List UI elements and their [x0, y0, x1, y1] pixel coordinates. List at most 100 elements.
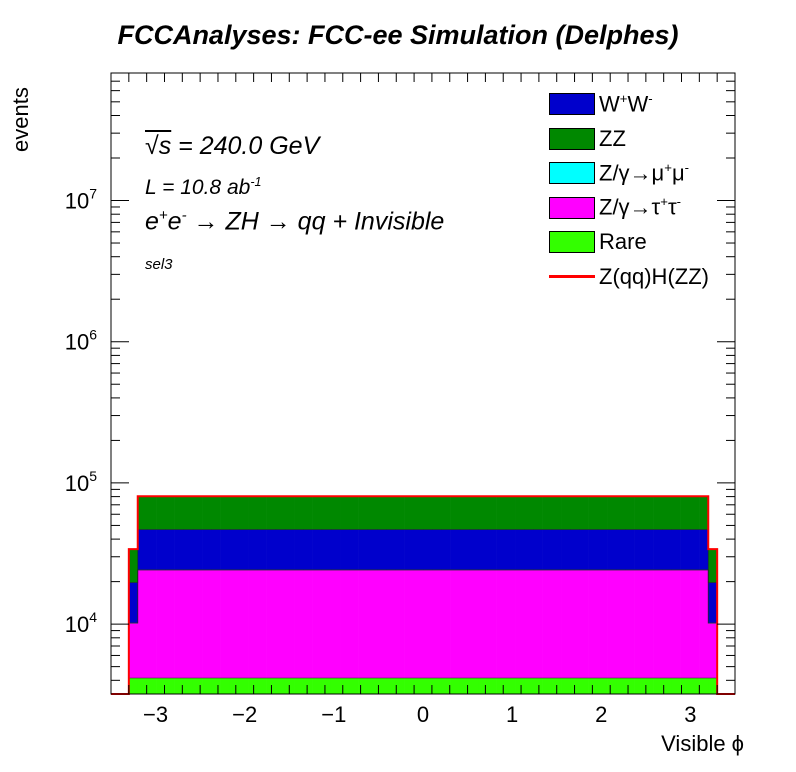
hist-bin-Z-49	[579, 570, 589, 679]
hist-bin-ZZ-33	[432, 496, 442, 530]
hist-bin-WW-63	[708, 582, 718, 623]
hist-bin-ZZ-10	[220, 496, 231, 530]
hist-bin-ZZ-16	[275, 496, 286, 530]
hist-bin-ZZ-40	[496, 496, 507, 530]
hist-bin-WW-28	[386, 529, 396, 570]
hist-bin-WW-49	[579, 529, 589, 570]
histogram-stack	[128, 496, 718, 694]
hist-bin-Rare-56	[643, 678, 654, 694]
legend-item: ZZ	[549, 124, 626, 154]
hist-bin-ZZ-52	[607, 496, 617, 530]
hist-bin-ZZ-45	[542, 496, 553, 530]
hist-bin-WW-23	[340, 529, 350, 570]
hist-bin-Rare-33	[432, 678, 442, 694]
signal-step-line	[111, 495, 735, 695]
hist-bin-ZZ-53	[616, 496, 626, 530]
hist-bin-Rare-39	[487, 678, 497, 694]
hist-bin-Z-21	[321, 570, 332, 679]
hist-bin-WW-54	[625, 529, 635, 570]
hist-bin-WW-55	[634, 529, 645, 570]
legend-item: Z/γ→μ+μ-	[549, 158, 689, 188]
hist-bin-WW-32	[423, 529, 433, 570]
hist-bin-ZZ-18	[294, 496, 304, 530]
hist-bin-ZZ-8	[202, 496, 212, 530]
y-axis-ticks: 104 105 106 107	[65, 72, 735, 681]
hist-bin-Z-12	[238, 570, 249, 679]
hist-bin-Z-30	[404, 570, 415, 679]
hist-bin-Rare-55	[634, 678, 645, 694]
hist-bin-WW-47	[561, 529, 571, 570]
hist-bin-Rare-26	[367, 678, 378, 694]
hist-bin-Rare-57	[653, 678, 663, 694]
hist-bin-Rare-8	[202, 678, 212, 694]
hist-bin-ZZ-51	[597, 496, 608, 530]
hist-bin-WW-21	[321, 529, 332, 570]
hist-bin-ZZ-50	[588, 496, 599, 530]
hist-bin-Z-2	[146, 570, 157, 679]
hist-bin-Z-14	[257, 570, 267, 679]
hist-bin-ZZ-28	[386, 496, 396, 530]
hist-bin-ZZ-41	[505, 496, 516, 530]
hist-bin-Z-11	[229, 570, 240, 679]
hist-bin-Z-63	[708, 623, 718, 679]
hist-bin-Rare-54	[625, 678, 635, 694]
x-tick-label: 1	[506, 702, 518, 727]
hist-bin-Z-57	[653, 570, 663, 679]
hist-bin-ZZ-2	[146, 496, 157, 530]
process-e1-sup: +	[158, 207, 168, 224]
sqrt-s-annotation: √s = 240.0 GeV	[145, 132, 319, 161]
y-tick-label: 105	[65, 468, 97, 496]
legend-swatch	[549, 127, 595, 150]
hist-bin-WW-8	[202, 529, 212, 570]
hist-bin-ZZ-13	[248, 496, 258, 530]
hist-bin-ZZ-20	[312, 496, 323, 530]
x-tick-label: −1	[321, 702, 346, 727]
hist-bin-WW-9	[211, 529, 221, 570]
hist-bin-Z-17	[284, 570, 295, 679]
hist-bin-WW-0	[128, 582, 139, 623]
hist-bin-Z-13	[248, 570, 258, 679]
hist-bin-WW-11	[229, 529, 240, 570]
hist-bin-Z-0	[128, 623, 139, 679]
y-tick-label: 104	[65, 609, 97, 637]
legend-label: Z/γ→μ+μ-	[599, 159, 690, 186]
hist-bin-Rare-24	[349, 678, 359, 694]
hist-bin-ZZ-57	[653, 496, 663, 530]
axes-frame	[110, 72, 736, 695]
hist-bin-Rare-60	[680, 678, 691, 694]
hist-bin-WW-3	[156, 529, 166, 570]
hist-bin-WW-4	[165, 529, 175, 570]
hist-bin-Z-53	[616, 570, 626, 679]
chart-title: FCCAnalyses: FCC-ee Simulation (Delphes)	[117, 20, 679, 50]
selection-annotation: sel3	[145, 256, 173, 273]
hist-bin-Rare-61	[689, 678, 700, 694]
hist-bin-WW-13	[248, 529, 258, 570]
hist-bin-Z-55	[634, 570, 645, 679]
legend-item: Z(qq)H(ZZ)	[549, 262, 709, 292]
hist-bin-WW-52	[607, 529, 617, 570]
legend-label: W+W-	[599, 90, 653, 117]
hist-bin-WW-33	[432, 529, 442, 570]
hist-bin-ZZ-17	[284, 496, 295, 530]
hist-bin-Z-38	[478, 570, 488, 679]
legend-item: Rare	[549, 227, 647, 257]
hist-bin-ZZ-36	[459, 496, 470, 530]
hist-bin-WW-19	[303, 529, 313, 570]
series-outline-WW	[128, 529, 718, 583]
hist-bin-ZZ-47	[561, 496, 571, 530]
hist-bin-WW-27	[376, 529, 387, 570]
hist-bin-Rare-62	[699, 678, 709, 694]
hist-bin-Z-10	[220, 570, 231, 679]
hist-bin-Z-60	[680, 570, 691, 679]
hist-bin-Rare-29	[395, 678, 405, 694]
hist-bin-WW-1	[137, 529, 148, 570]
x-axis-label: Visible ϕ	[661, 731, 744, 756]
x-tick-label: −3	[143, 702, 168, 727]
hist-bin-Z-8	[202, 570, 212, 679]
hist-bin-ZZ-54	[625, 496, 635, 530]
hist-bin-Rare-31	[413, 678, 424, 694]
hist-bin-ZZ-38	[478, 496, 488, 530]
hist-bin-Z-58	[662, 570, 672, 679]
hist-bin-Z-18	[294, 570, 304, 679]
